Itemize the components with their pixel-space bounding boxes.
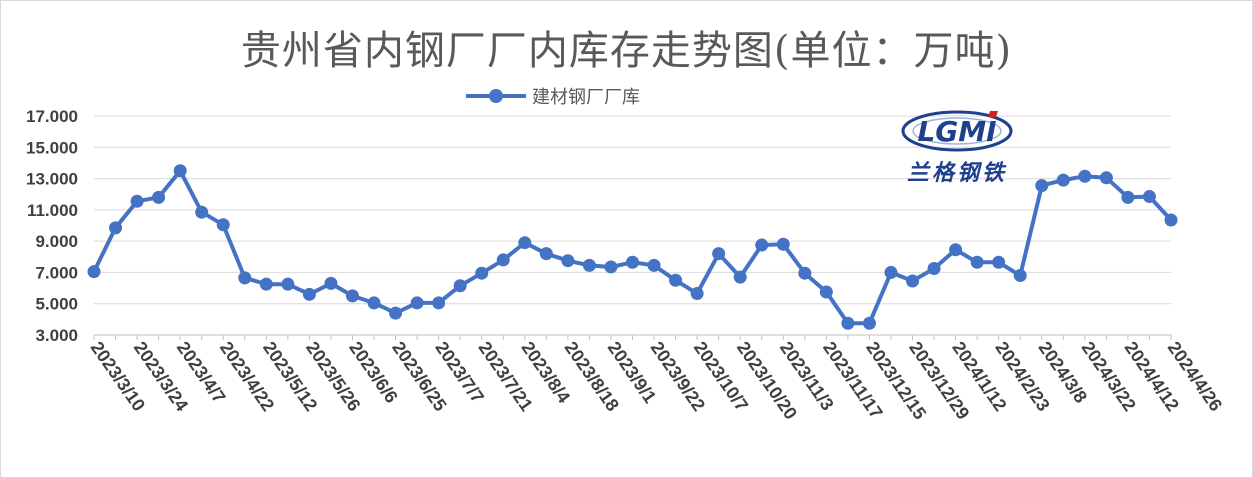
logo-text: 兰格钢铁 <box>906 160 1007 186</box>
data-point <box>1099 171 1113 185</box>
data-point <box>690 287 704 301</box>
data-point <box>604 260 618 274</box>
data-point <box>626 255 639 269</box>
data-point <box>906 274 920 288</box>
y-tick-label: 11.000 <box>27 201 78 220</box>
y-tick-label: 5.000 <box>35 295 78 314</box>
data-point <box>130 194 144 208</box>
data-point <box>87 265 101 279</box>
legend-label: 建材钢厂厂库 <box>532 87 640 108</box>
data-point <box>389 306 403 320</box>
data-point <box>1121 190 1135 204</box>
data-point <box>410 296 424 310</box>
data-point <box>647 258 661 272</box>
data-point <box>302 287 316 301</box>
data-point <box>496 253 510 267</box>
data-point <box>1013 269 1027 283</box>
data-point <box>733 270 747 284</box>
data-point <box>539 247 553 261</box>
data-point <box>992 255 1006 269</box>
data-point <box>949 243 963 257</box>
data-point <box>712 247 726 261</box>
logo-mark: LGMI <box>917 115 996 148</box>
data-point <box>453 279 467 293</box>
chart-title: 贵州省内钢厂厂内库存走势图(单位：万吨) <box>240 28 1013 74</box>
data-point <box>582 258 596 272</box>
data-point <box>841 316 855 330</box>
data-point <box>884 265 898 279</box>
data-point <box>862 316 876 330</box>
data-point <box>518 236 532 250</box>
data-point <box>561 254 575 268</box>
data-point <box>281 277 295 291</box>
data-point <box>216 218 230 232</box>
y-tick-label: 3.000 <box>35 326 78 345</box>
data-point <box>927 262 941 276</box>
data-point <box>970 255 984 269</box>
lgmi-logo: LGMI <box>901 110 1013 152</box>
data-point <box>1142 190 1156 204</box>
data-point <box>173 164 187 178</box>
data-point <box>819 285 833 299</box>
data-point <box>475 266 489 280</box>
data-point <box>195 205 209 219</box>
y-tick-label: 15.000 <box>26 138 78 157</box>
data-point <box>152 190 166 204</box>
data-point <box>1056 173 1070 187</box>
data-point <box>259 277 273 291</box>
legend: 建材钢厂厂库 <box>466 84 640 108</box>
data-point <box>1035 179 1049 193</box>
y-tick-label: 13.000 <box>26 170 78 189</box>
data-point <box>367 296 381 310</box>
y-tick-label: 17.000 <box>26 107 78 126</box>
data-point <box>109 221 123 235</box>
series-line <box>92 168 1173 326</box>
data-point <box>669 273 683 287</box>
data-point <box>238 271 252 285</box>
y-tick-label: 9.000 <box>35 232 78 251</box>
data-point <box>1078 169 1092 183</box>
data-point <box>755 238 769 252</box>
legend-swatch <box>466 84 526 108</box>
data-point <box>776 237 790 251</box>
data-point <box>345 289 359 303</box>
data-point <box>432 296 446 310</box>
y-tick-label: 7.000 <box>35 263 78 282</box>
data-point <box>798 266 812 280</box>
data-point <box>324 276 338 290</box>
data-point <box>1164 213 1178 227</box>
